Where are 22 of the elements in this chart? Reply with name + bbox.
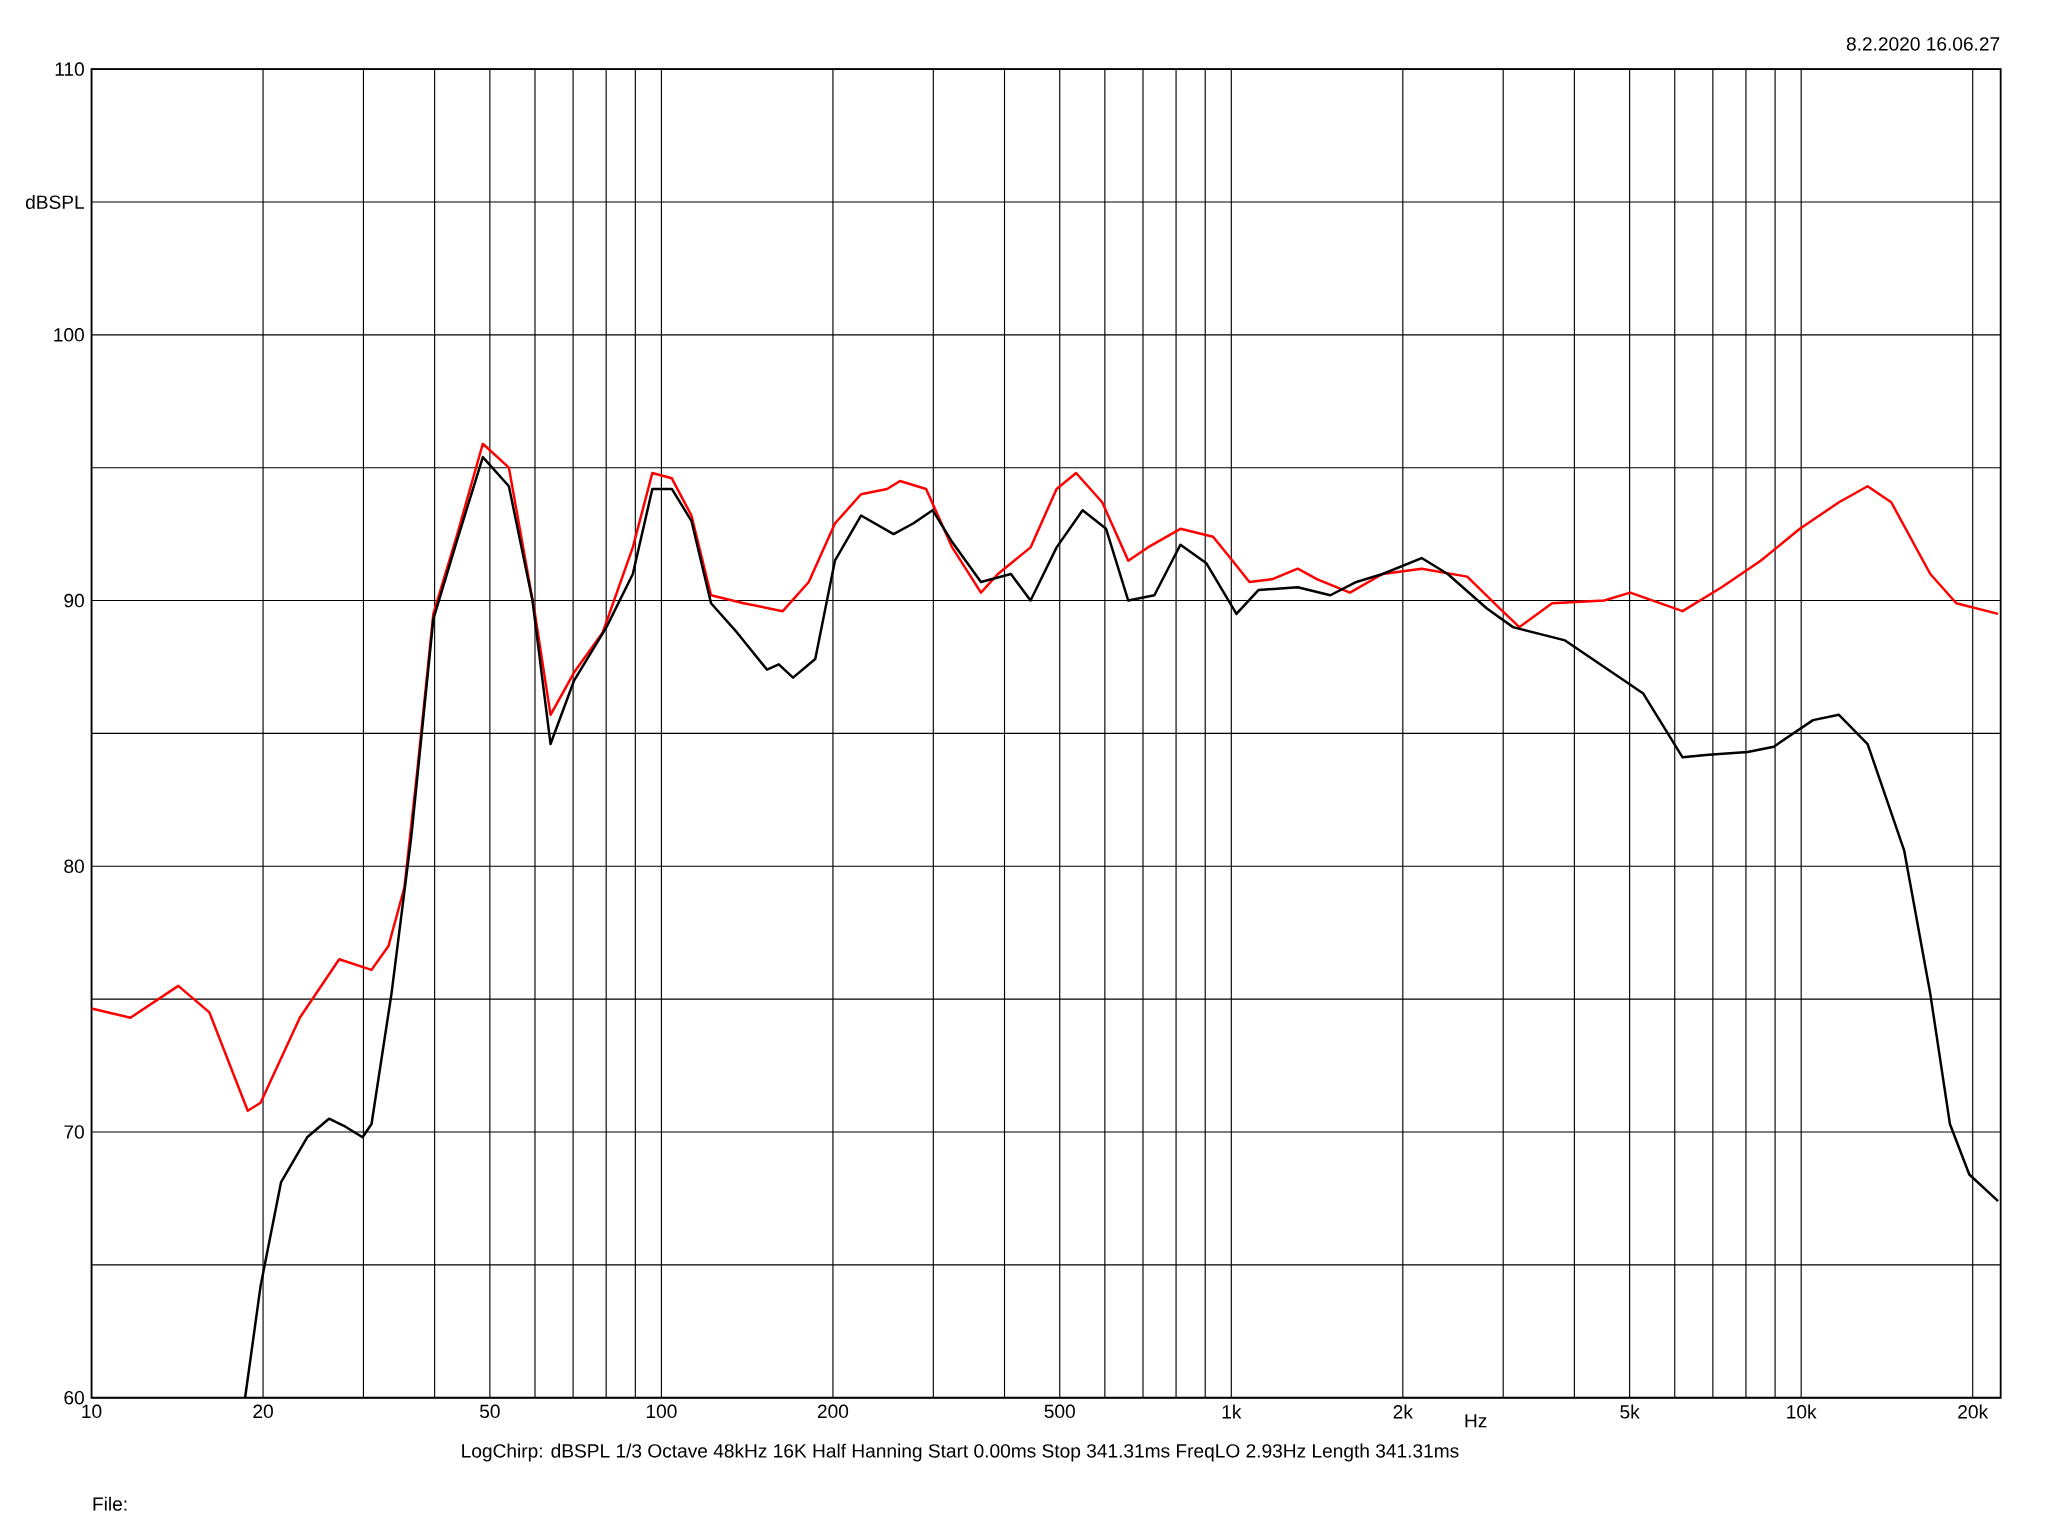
- x-tick-label: 20k: [1958, 1404, 1989, 1419]
- text: LogChirp: dBSPL 1/3 Octave 48kHz 16K Half Hanning Start 0.00ms Stop 341.31ms FreqLO 2.93Hz Length 341.31ms: [462, 1443, 1459, 1462]
- y-tick-label: 80: [64, 859, 84, 874]
- x-tick-label: 500: [1044, 1404, 1075, 1419]
- text: File:: [93, 1496, 127, 1511]
- y-tick-label: 90: [64, 593, 84, 608]
- x-tick-label: 10k: [1787, 1404, 1817, 1419]
- y-tick-label: 110: [55, 62, 84, 76]
- x-tick-label: 1k: [1222, 1404, 1242, 1419]
- x-tick-label: 2k: [1393, 1404, 1413, 1419]
- x-axis-title: Hz: [1465, 1414, 1487, 1428]
- x-tick-label: 20: [253, 1404, 273, 1419]
- x-tick-label: 5k: [1620, 1404, 1640, 1419]
- y-tick-label: 60: [64, 1390, 84, 1405]
- y-tick-label: 70: [64, 1125, 84, 1139]
- y-axis-title: dBSPL: [25, 194, 85, 209]
- x-tick-label: 10: [82, 1404, 102, 1419]
- x-tick-label: 50: [480, 1404, 500, 1419]
- text: 8.2.2020 16.06.27: [1846, 37, 2000, 51]
- x-tick-label: 200: [817, 1404, 849, 1419]
- x-tick-label: 100: [646, 1404, 677, 1419]
- y-tick-label: 100: [54, 328, 84, 342]
